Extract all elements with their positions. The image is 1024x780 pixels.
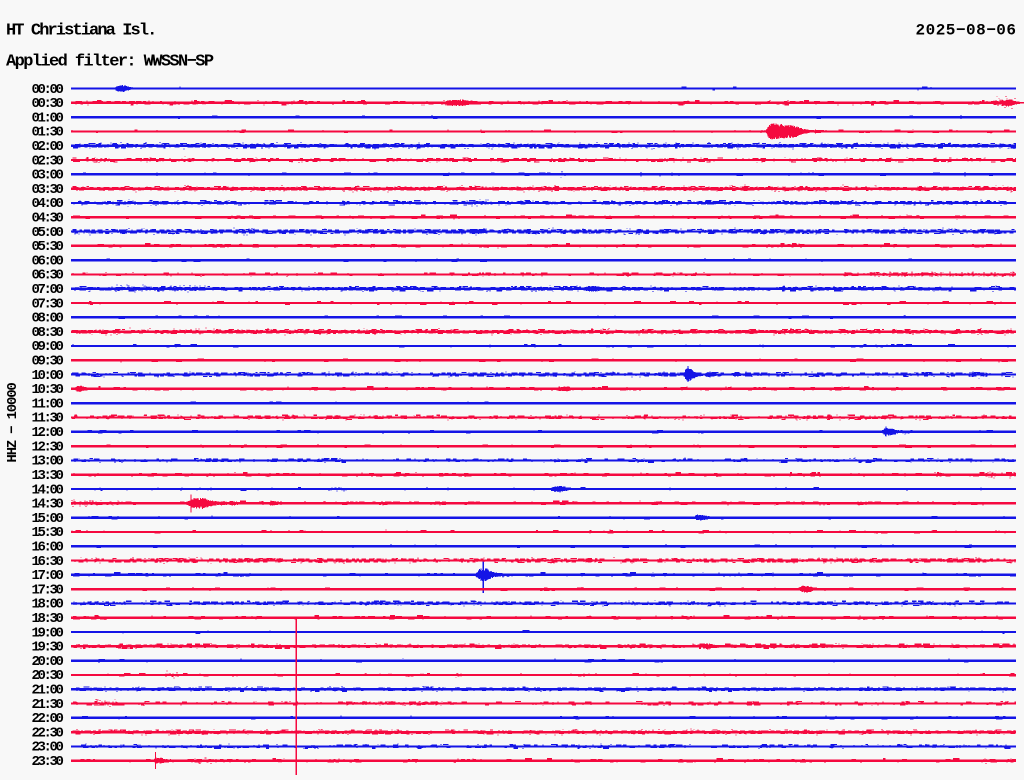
svg-text:09:00: 09:00 xyxy=(31,339,63,355)
svg-text:15:00: 15:00 xyxy=(31,511,63,527)
svg-text:23:30: 23:30 xyxy=(31,754,63,770)
svg-text:23:00: 23:00 xyxy=(31,740,63,756)
svg-text:16:30: 16:30 xyxy=(31,554,63,570)
svg-text:Applied filter: WWSSN−SP: Applied filter: WWSSN−SP xyxy=(6,53,214,72)
svg-text:01:30: 01:30 xyxy=(31,125,63,141)
svg-text:21:00: 21:00 xyxy=(31,683,63,699)
svg-text:21:30: 21:30 xyxy=(31,697,63,713)
svg-text:19:00: 19:00 xyxy=(31,625,63,641)
svg-text:11:00: 11:00 xyxy=(31,396,63,412)
svg-text:12:00: 12:00 xyxy=(31,425,63,441)
svg-text:10:30: 10:30 xyxy=(31,382,63,398)
svg-text:2025−08−06: 2025−08−06 xyxy=(915,22,1016,40)
svg-text:09:30: 09:30 xyxy=(31,354,63,370)
svg-text:05:30: 05:30 xyxy=(31,239,63,255)
svg-text:18:30: 18:30 xyxy=(31,611,63,627)
svg-text:13:30: 13:30 xyxy=(31,468,63,484)
svg-text:04:00: 04:00 xyxy=(31,196,63,212)
svg-text:01:00: 01:00 xyxy=(31,110,63,126)
svg-text:02:00: 02:00 xyxy=(31,139,63,155)
svg-text:00:00: 00:00 xyxy=(31,82,63,98)
svg-text:HHZ − 10000: HHZ − 10000 xyxy=(5,383,21,463)
svg-text:13:00: 13:00 xyxy=(31,454,63,470)
svg-text:17:00: 17:00 xyxy=(31,568,63,584)
svg-text:00:30: 00:30 xyxy=(31,96,63,112)
svg-text:19:30: 19:30 xyxy=(31,640,63,656)
svg-text:14:30: 14:30 xyxy=(31,497,63,513)
svg-text:18:00: 18:00 xyxy=(31,597,63,613)
svg-text:07:30: 07:30 xyxy=(31,296,63,312)
svg-text:22:30: 22:30 xyxy=(31,725,63,741)
svg-text:HT Christiana Isl.: HT Christiana Isl. xyxy=(6,22,155,41)
svg-text:07:00: 07:00 xyxy=(31,282,63,298)
svg-text:17:30: 17:30 xyxy=(31,582,63,598)
svg-text:12:30: 12:30 xyxy=(31,439,63,455)
svg-text:10:00: 10:00 xyxy=(31,368,63,384)
svg-text:05:00: 05:00 xyxy=(31,225,63,241)
svg-text:02:30: 02:30 xyxy=(31,153,63,169)
svg-text:06:00: 06:00 xyxy=(31,253,63,269)
svg-text:11:30: 11:30 xyxy=(31,411,63,427)
svg-text:08:30: 08:30 xyxy=(31,325,63,341)
svg-text:22:00: 22:00 xyxy=(31,711,63,727)
svg-text:14:00: 14:00 xyxy=(31,482,63,498)
svg-text:15:30: 15:30 xyxy=(31,525,63,541)
svg-text:20:30: 20:30 xyxy=(31,668,63,684)
svg-text:04:30: 04:30 xyxy=(31,211,63,227)
svg-text:06:30: 06:30 xyxy=(31,268,63,284)
svg-text:16:00: 16:00 xyxy=(31,540,63,556)
svg-text:03:30: 03:30 xyxy=(31,182,63,198)
svg-text:20:00: 20:00 xyxy=(31,654,63,670)
svg-text:03:00: 03:00 xyxy=(31,168,63,184)
svg-text:08:00: 08:00 xyxy=(31,311,63,327)
